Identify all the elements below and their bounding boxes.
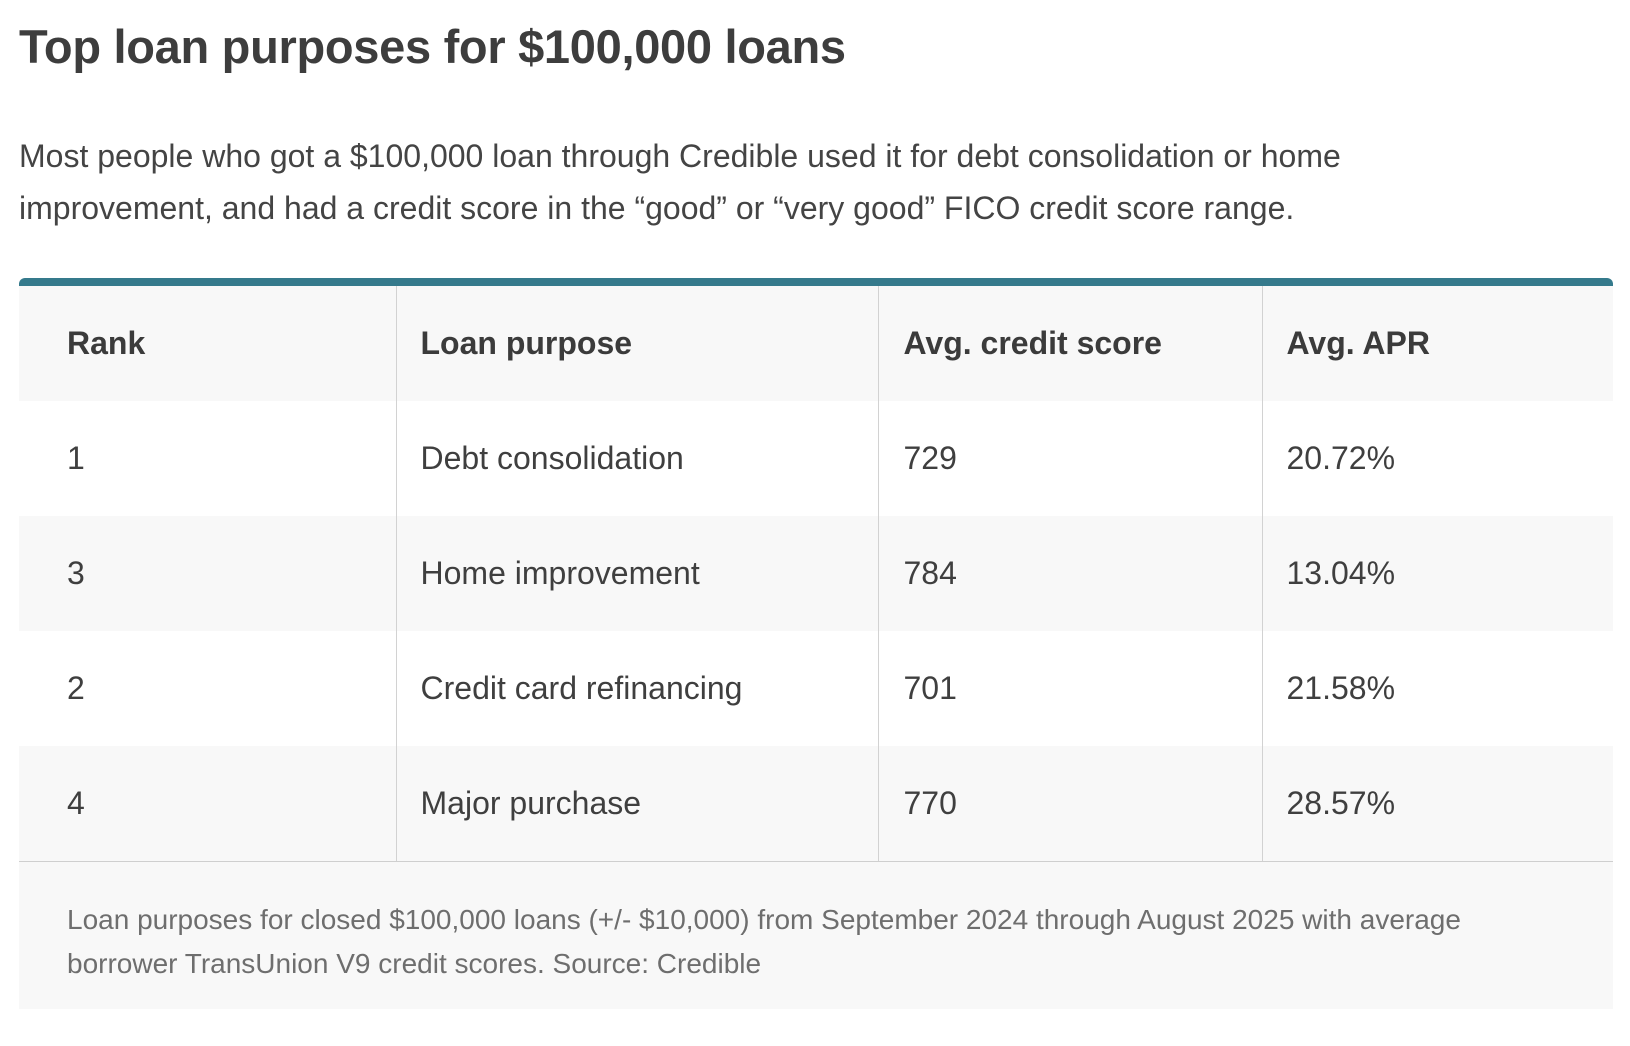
cell-avg-credit-score: 729: [877, 401, 1262, 516]
header-loan-purpose: Loan purpose: [395, 286, 878, 401]
cell-avg-credit-score: 784: [877, 516, 1262, 631]
cell-loan-purpose: Major purchase: [395, 746, 878, 862]
table-row: 1 Debt consolidation 729 20.72%: [19, 401, 1613, 516]
cell-avg-apr: 13.04%: [1261, 516, 1613, 631]
cell-avg-apr: 20.72%: [1261, 401, 1613, 516]
intro-paragraph: Most people who got a $100,000 loan thro…: [19, 138, 1341, 226]
header-avg-apr: Avg. APR: [1261, 286, 1613, 401]
article-section: Top loan purposes for $100,000 loans Mos…: [19, 18, 1613, 1009]
cell-rank: 4: [19, 746, 396, 862]
header-avg-credit-score: Avg. credit score: [877, 286, 1262, 401]
table-accent-bar: [19, 278, 1613, 286]
cell-loan-purpose: Home improvement: [395, 516, 878, 631]
header-rank: Rank: [19, 286, 396, 401]
loan-purposes-table: Rank Loan purpose Avg. credit score Avg.…: [19, 286, 1613, 862]
table-row: 4 Major purchase 770 28.57%: [19, 746, 1613, 862]
cell-avg-credit-score: 770: [877, 746, 1262, 862]
table-row: 2 Credit card refinancing 701 21.58%: [19, 631, 1613, 746]
cell-avg-apr: 28.57%: [1261, 746, 1613, 862]
table-row: 3 Home improvement 784 13.04%: [19, 516, 1613, 631]
cell-rank: 3: [19, 516, 396, 631]
cell-loan-purpose: Debt consolidation: [395, 401, 878, 516]
cell-avg-apr: 21.58%: [1261, 631, 1613, 746]
cell-loan-purpose: Credit card refinancing: [395, 631, 878, 746]
page-title: Top loan purposes for $100,000 loans: [19, 20, 846, 73]
cell-avg-credit-score: 701: [877, 631, 1262, 746]
table-footnote: Loan purposes for closed $100,000 loans …: [19, 862, 1613, 1009]
loan-purposes-table-container: Rank Loan purpose Avg. credit score Avg.…: [19, 278, 1613, 1009]
cell-rank: 2: [19, 631, 396, 746]
table-header-row: Rank Loan purpose Avg. credit score Avg.…: [19, 286, 1613, 401]
cell-rank: 1: [19, 401, 396, 516]
